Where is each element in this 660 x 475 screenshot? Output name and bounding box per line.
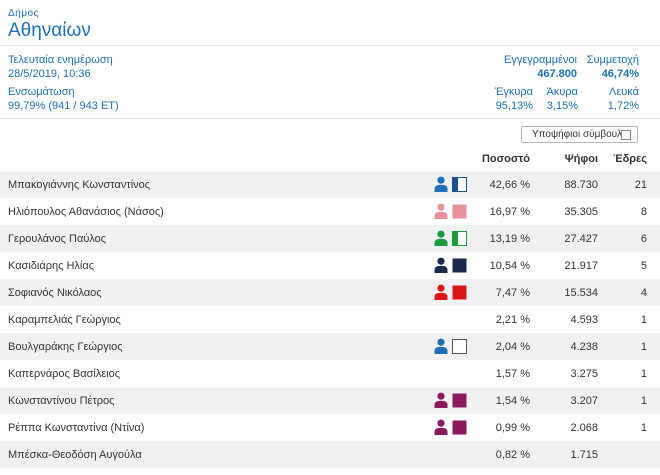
candidate-percent: 2,21 % (495, 314, 530, 326)
party-logo-icon (452, 393, 467, 408)
column-header-percent[interactable]: Ποσοστό (481, 153, 530, 165)
candidate-votes: 1.715 (570, 449, 598, 461)
blue-person-icon (434, 338, 448, 354)
municipality-name: Αθηναίων (8, 20, 91, 41)
candidate-percent: 1,54 % (495, 395, 530, 407)
candidate-seats: 4 (640, 287, 647, 299)
municipality-type-label: Δημος (8, 8, 39, 19)
candidate-votes: 88.730 (564, 179, 598, 191)
candidate-percent: 0,99 % (495, 422, 530, 434)
candidate-seats: 1 (640, 368, 647, 380)
invalid-value: 3,15% (546, 100, 578, 112)
candidate-percent: 7,47 % (495, 287, 530, 299)
candidate-votes: 3.275 (570, 368, 598, 380)
blank-label: Λευκά (609, 86, 639, 98)
blue-person-icon (434, 176, 448, 192)
candidate-name: Μπέσκα-Θεοδόση Αυγούλα (8, 449, 142, 461)
candidate-percent: 16,97 % (489, 206, 530, 218)
last-update-label: Τελευταία ενημέρωση (8, 54, 113, 66)
table-row[interactable]: Κωνσταντίνου Πέτρος 1,54 % 3.207 1 (0, 387, 660, 414)
integration-label: Ενσωμάτωση (8, 86, 75, 98)
party-logo-icon (452, 339, 467, 354)
party-logo-icon (452, 258, 467, 273)
candidate-name: Καραμπελιάς Γεώργιος (8, 314, 121, 326)
candidate-name: Ηλιόπουλος Αθανάσιος (Νάσος) (8, 206, 164, 218)
candidate-votes: 15.534 (564, 287, 598, 299)
party-logo-icon (452, 231, 467, 246)
table-row[interactable]: Ηλιόπουλος Αθανάσιος (Νάσος) 16,97 % 35.30… (0, 198, 660, 225)
council-candidates-toggle-label: Υποψήφιοι σύμβουλοι (532, 129, 630, 140)
council-candidates-toggle[interactable]: Υποψήφιοι σύμβουλοι (521, 126, 638, 143)
table-row[interactable]: Καραμπελιάς Γεώργιος 2,21 % 4.593 1 (0, 306, 660, 333)
candidate-seats: 1 (640, 422, 647, 434)
candidate-percent: 13,19 % (489, 233, 530, 245)
candidate-seats: 1 (640, 395, 647, 407)
valid-value: 95,13% (495, 100, 533, 112)
candidate-seats: 5 (640, 260, 647, 272)
valid-label: Έγκυρα (494, 86, 533, 98)
navy-person-icon (434, 257, 448, 273)
candidate-name: Κωνσταντίνου Πέτρος (8, 395, 115, 407)
candidate-seats: 21 (634, 179, 647, 191)
blank-value: 1,72% (607, 100, 639, 112)
candidate-name: Μπακογιάννης Κωνσταντίνος (8, 179, 151, 191)
purple-person-icon (434, 392, 448, 408)
table-row[interactable]: Σοφιανός Νικόλαος 7,47 % 15.534 4 (0, 279, 660, 306)
candidate-votes: 35.305 (564, 206, 598, 218)
divider (0, 118, 660, 119)
candidate-name: Βουλγαράκης Γεώργιος (8, 341, 123, 353)
party-logo-icon (452, 204, 467, 219)
candidate-percent: 0,82 % (495, 449, 530, 461)
turnout-label: Συμμετοχή (586, 54, 639, 66)
candidate-votes: 21.917 (564, 260, 598, 272)
integration-value: 99,79% (941 / 943 ΕΤ) (8, 100, 119, 112)
purple-person-icon (434, 419, 448, 435)
registered-label: Εγγεγραμμένοι (504, 54, 577, 66)
party-logo-icon (452, 420, 467, 435)
table-row[interactable]: Μπακογιάννης Κωνσταντίνος 42,66 % 88.730 21 (0, 171, 660, 198)
table-row[interactable]: Κασιδιάρης Ηλίας 10,54 % 21.917 5 (0, 252, 660, 279)
green-person-icon (434, 230, 448, 246)
pink-person-icon (434, 203, 448, 219)
table-row[interactable]: Καπερνάρος Βασίλειος 1,57 % 3.275 1 (0, 360, 660, 387)
candidate-votes: 27.427 (564, 233, 598, 245)
table-row[interactable]: Μπέσκα-Θεοδόση Αυγούλα 0,82 % 1.715 (0, 441, 660, 468)
candidate-seats: 8 (640, 206, 647, 218)
candidate-name: Κασιδιάρης Ηλίας (8, 260, 95, 272)
candidate-seats: 6 (640, 233, 647, 245)
candidate-percent: 10,54 % (489, 260, 530, 272)
party-logo-icon (452, 285, 467, 300)
table-row[interactable]: Βουλγαράκης Γεώργιος 2,04 % 4.238 1 (0, 333, 660, 360)
invalid-label: Άκυρα (546, 86, 578, 98)
candidate-percent: 2,04 % (495, 341, 530, 353)
red-person-icon (434, 284, 448, 300)
party-logo-icon (452, 177, 467, 192)
last-update-value: 28/5/2019, 10:36 (8, 68, 91, 80)
registered-value: 467.800 (537, 68, 577, 80)
candidate-name: Σοφιανός Νικόλαος (8, 287, 102, 299)
turnout-value: 46,74% (601, 68, 639, 80)
candidate-percent: 42,66 % (489, 179, 530, 191)
column-header-votes[interactable]: Ψήφοι (564, 153, 598, 165)
candidate-name: Ρέππα Κωνσταντίνα (Ντίνα) (8, 422, 145, 434)
candidate-seats: 1 (640, 314, 647, 326)
candidate-seats: 1 (640, 341, 647, 353)
table-row[interactable]: Ρέππα Κωνσταντίνα (Ντίνα) 0,99 % 2.068 1 (0, 414, 660, 441)
candidate-percent: 1,57 % (495, 368, 530, 380)
candidate-name: Καπερνάρος Βασίλειος (8, 368, 121, 380)
council-candidates-checkbox[interactable] (621, 130, 631, 140)
candidate-name: Γερουλάνος Παύλος (8, 233, 107, 245)
candidate-votes: 4.593 (570, 314, 598, 326)
candidate-votes: 4.238 (570, 341, 598, 353)
divider (0, 45, 660, 46)
candidate-votes: 2.068 (570, 422, 598, 434)
table-row[interactable]: Γερουλάνος Παύλος 13,19 % 27.427 6 (0, 225, 660, 252)
candidate-votes: 3.207 (570, 395, 598, 407)
column-header-seats[interactable]: Έδρες (613, 153, 647, 165)
municipality-header: Δημος Αθηναίων (8, 8, 91, 42)
